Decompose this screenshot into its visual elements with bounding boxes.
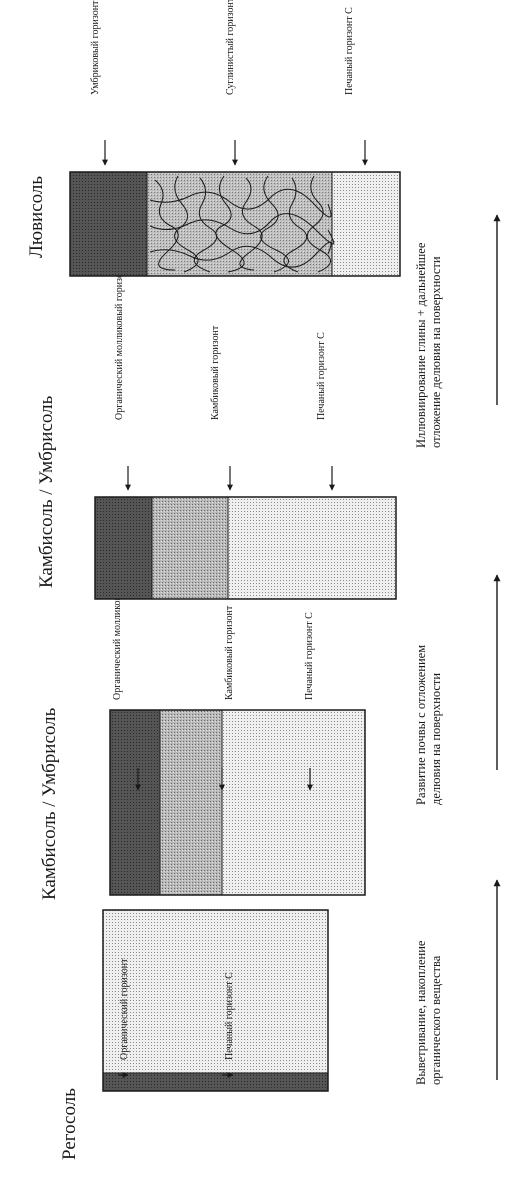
horizon-organic [69, 171, 148, 277]
horizon-organic [109, 709, 161, 896]
horizon-sand [227, 496, 397, 600]
horizon-label: Камбиковый горизонт [224, 605, 235, 700]
horizon-label: Умбриковый горизонт [90, 0, 101, 95]
horizon-sand [221, 709, 366, 896]
profile-title: Камбисоль / Умбрисоль [36, 395, 57, 588]
profile-title: Камбисоль / Умбрисоль [39, 707, 60, 900]
horizon-sand [331, 171, 401, 277]
process-label: Развитие почвы с отложением делювия на п… [414, 642, 443, 805]
horizon-label: Органический молликовый горизонт [114, 263, 125, 420]
bt-crack-pattern [149, 175, 335, 273]
profile-title: Лювисоль [26, 176, 47, 258]
horizon-cambic [159, 709, 223, 896]
profile-luvisol: Лювисоль Умбриковый горизонт Суглинистый… [26, 0, 401, 277]
horizon-label: Органический молликовый горизонт [112, 543, 123, 700]
profile-outline [102, 909, 329, 1092]
profile-regosol: Регосоль Органический горизонт Печаный г… [59, 909, 329, 1160]
process-3: Иллювиирование глины + дальнейшее отложе… [414, 214, 501, 449]
profile-cambisol-1: Камбисоль / Умбрисоль Органический молли… [39, 543, 366, 900]
horizon-label: Печаный горизонт С [316, 332, 327, 420]
horizon-sand [102, 909, 329, 1074]
horizon-cambic [151, 496, 229, 600]
horizon-organic [102, 1072, 329, 1092]
profile-cambisol-2: Камбисоль / Умбрисоль Органический молли… [36, 263, 397, 600]
profile-outline [94, 496, 397, 600]
profile-outline [69, 171, 401, 277]
process-label: Выветривание, накопление органического в… [414, 937, 443, 1085]
horizon-label: Печаный горизонт С [344, 7, 355, 95]
profile-title: Регосоль [59, 1088, 80, 1160]
horizon-organic [94, 496, 153, 600]
process-1: Выветривание, накопление органического в… [414, 879, 501, 1085]
horizon-bt [146, 171, 333, 277]
horizon-label: Камбиковый горизонт [210, 325, 221, 420]
horizon-label: Органический горизонт [119, 958, 130, 1060]
process-label: Иллювиирование глины + дальнейшее отложе… [414, 240, 443, 449]
horizon-label: Суглинистый горизонт Bt [225, 0, 236, 95]
process-2: Развитие почвы с отложением делювия на п… [414, 574, 501, 805]
profile-outline [109, 709, 366, 896]
horizon-label: Печаный горизонт С [224, 972, 235, 1060]
horizon-label: Печаный горизонт С [304, 612, 315, 700]
